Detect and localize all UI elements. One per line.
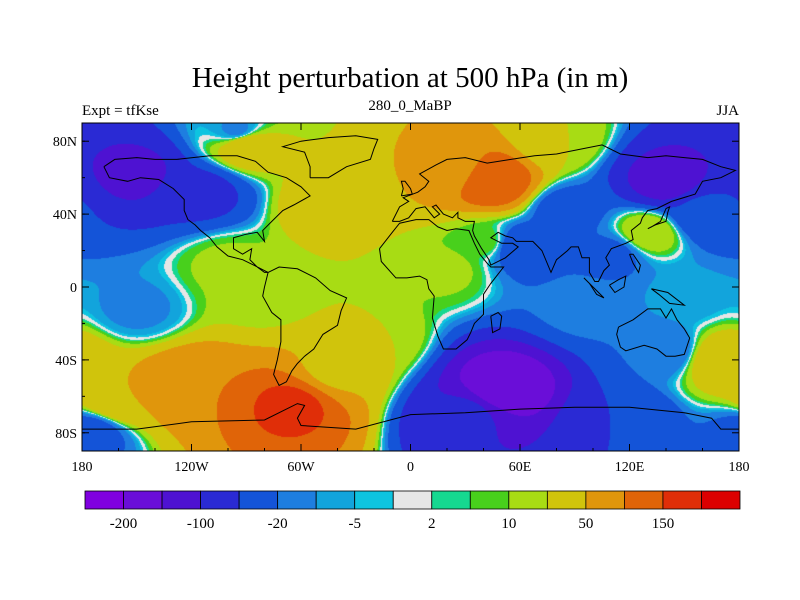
- colorbar-swatch: [546, 490, 587, 510]
- colorbar-label: -20: [268, 516, 288, 532]
- coastline: [379, 219, 505, 350]
- coastline: [490, 311, 503, 334]
- colorbar-swatch: [161, 490, 201, 510]
- x-tick-label: 180: [729, 460, 750, 475]
- colorbar-label: -5: [348, 516, 361, 532]
- colorbar-swatch: [238, 490, 279, 510]
- x-tick-label: 60E: [509, 460, 532, 475]
- y-axis: 80N 40N 0 40S 80S: [53, 135, 739, 442]
- y-tick-label: 0: [70, 281, 77, 296]
- coastline: [103, 155, 311, 273]
- contour-field: [82, 123, 739, 451]
- coastline: [609, 275, 627, 294]
- experiment-label: Expt = tfKse: [82, 103, 159, 119]
- colorbar-label: 150: [652, 516, 675, 532]
- colorbar-swatch: [701, 490, 741, 510]
- colorbar-swatch: [508, 490, 548, 510]
- x-tick-label: 180: [72, 460, 93, 475]
- colorbar-label: -200: [110, 516, 138, 532]
- colorbar-swatch: [431, 490, 471, 510]
- coastline: [647, 205, 671, 230]
- colorbar-swatch: [392, 490, 433, 510]
- colorbar: -200 -100 -20 -5 2 10 50 150: [84, 490, 741, 532]
- coastline: [400, 180, 413, 197]
- y-tick-label: 40S: [55, 354, 77, 369]
- colorbar-swatch: [123, 490, 163, 510]
- coastline: [280, 135, 379, 179]
- x-tick-label: 120E: [615, 460, 645, 475]
- colorbar-swatch: [469, 490, 510, 510]
- y-tick-label: 80S: [55, 427, 77, 442]
- colorbar-swatch: [585, 490, 625, 510]
- coastline: [651, 288, 687, 306]
- coastline: [82, 403, 739, 430]
- colorbar-swatch: [354, 490, 394, 510]
- colorbar-swatch: [84, 490, 124, 510]
- coastline: [262, 266, 348, 387]
- coastline: [391, 144, 737, 282]
- chart-title: Height perturbation at 500 hPa (in m): [192, 62, 629, 94]
- colorbar-label: 50: [578, 516, 593, 532]
- coastlines: [82, 135, 739, 430]
- x-tick-label: 120W: [174, 460, 209, 475]
- x-tick-label: 0: [407, 460, 414, 475]
- x-tick-label: 60W: [287, 460, 315, 475]
- colorbar-swatch: [624, 490, 664, 510]
- x-axis: 180 120W 60W 0 60E 120E 180: [72, 123, 750, 475]
- period-label: 280_0_MaBP: [368, 98, 451, 114]
- colorbar-label: 2: [428, 516, 436, 532]
- colorbar-swatch: [200, 490, 240, 510]
- coastline: [583, 277, 605, 299]
- y-tick-label: 40N: [53, 208, 77, 223]
- colorbar-swatch: [277, 490, 317, 510]
- colorbar-swatch: [315, 490, 356, 510]
- colorbar-label: 10: [501, 516, 516, 532]
- coastline: [616, 307, 691, 357]
- colorbar-label: -100: [187, 516, 215, 532]
- colorbar-swatch: [662, 490, 702, 510]
- season-label: JJA: [716, 103, 739, 119]
- coastline: [629, 253, 641, 274]
- y-tick-label: 80N: [53, 135, 77, 150]
